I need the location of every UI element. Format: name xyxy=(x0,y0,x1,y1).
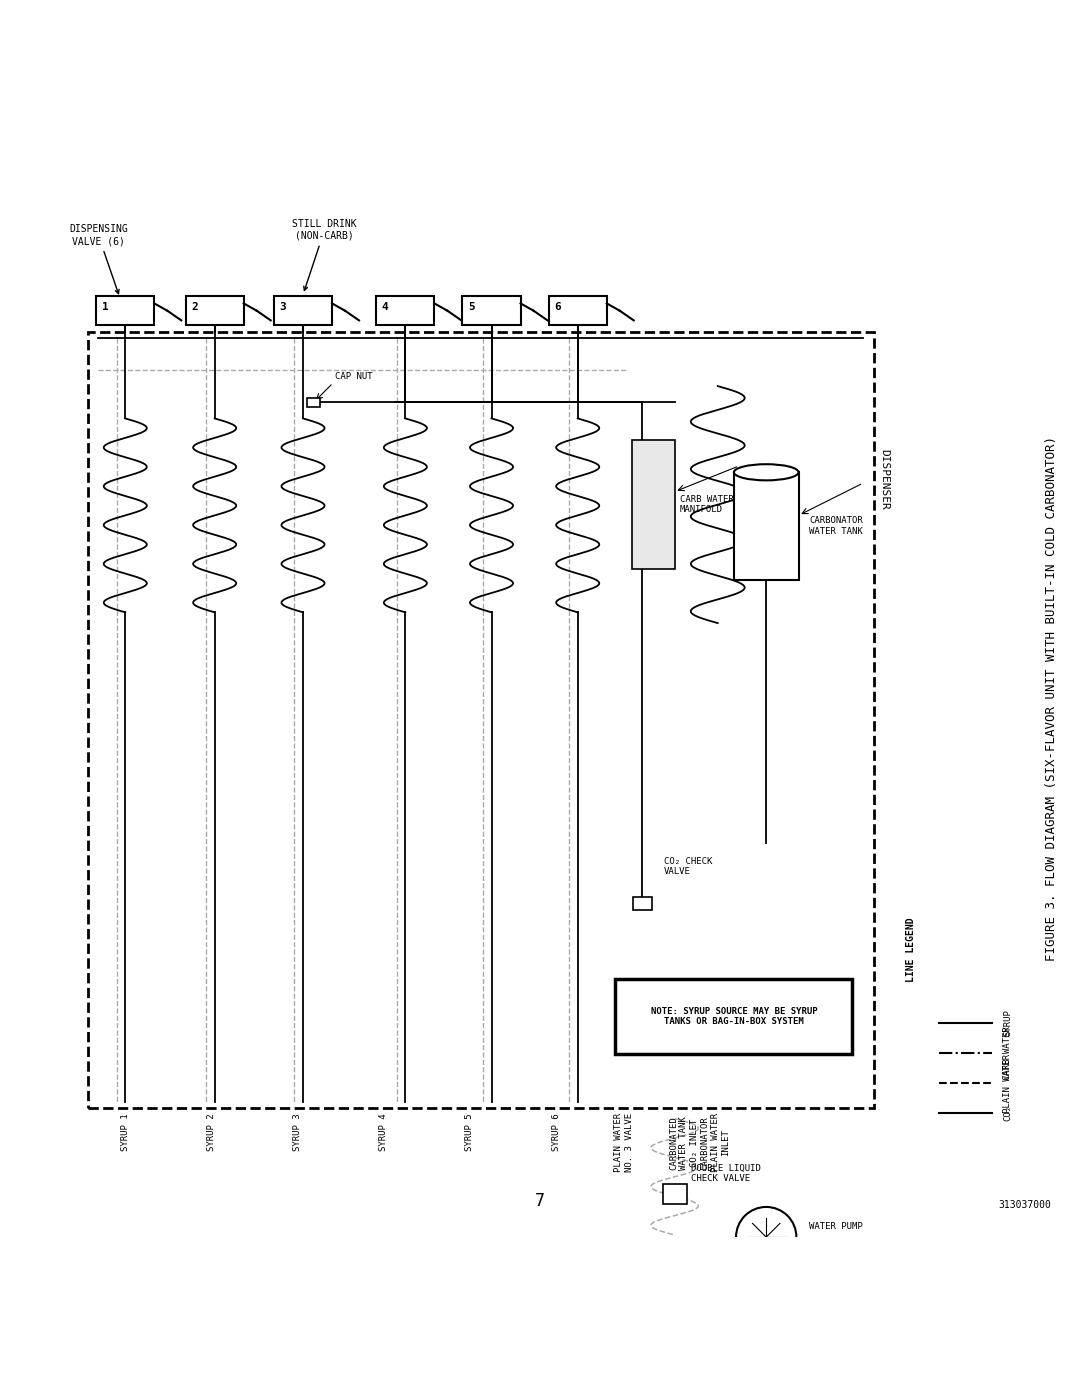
Text: SYRUP 5: SYRUP 5 xyxy=(465,1113,474,1151)
Text: CO₂: CO₂ xyxy=(1003,1105,1012,1122)
Text: SYRUP 2: SYRUP 2 xyxy=(207,1113,216,1151)
Text: CARBONATOR
WATER TANK: CARBONATOR WATER TANK xyxy=(809,517,863,536)
Text: 313037000: 313037000 xyxy=(998,1200,1051,1210)
Text: 7: 7 xyxy=(535,1192,545,1210)
Bar xyxy=(663,1185,687,1204)
Bar xyxy=(549,296,607,326)
Text: 3: 3 xyxy=(280,302,286,312)
Text: CARB WATER: CARB WATER xyxy=(1003,1025,1012,1080)
Text: 2: 2 xyxy=(191,302,198,312)
Bar xyxy=(616,978,852,1053)
Bar xyxy=(308,398,321,407)
Text: LINE LEGEND: LINE LEGEND xyxy=(906,918,916,982)
Bar xyxy=(87,332,874,1108)
Text: DISPENSER: DISPENSER xyxy=(879,448,889,510)
Text: CARBONATED
WATER TANK
CO₂ INLET
CARBONATOR
PLAIN WATER
INLET: CARBONATED WATER TANK CO₂ INLET CARBONAT… xyxy=(669,1113,730,1172)
Text: NOTE: SYRUP SOURCE MAY BE SYRUP
TANKS OR BAG-IN-BOX SYSTEM: NOTE: SYRUP SOURCE MAY BE SYRUP TANKS OR… xyxy=(650,1007,818,1025)
Text: CO₂ CHECK
VALVE: CO₂ CHECK VALVE xyxy=(664,856,712,876)
Text: SYRUP 4: SYRUP 4 xyxy=(379,1113,389,1151)
Text: CAP NUT: CAP NUT xyxy=(335,372,373,381)
Text: SYRUP 1: SYRUP 1 xyxy=(121,1113,130,1151)
Text: PLAIN WATER: PLAIN WATER xyxy=(1003,1053,1012,1112)
Text: SYRUP 6: SYRUP 6 xyxy=(552,1113,561,1151)
Text: 4: 4 xyxy=(381,302,389,312)
Text: DISPENSING
VALVE (6): DISPENSING VALVE (6) xyxy=(69,225,127,293)
Text: 1: 1 xyxy=(102,302,108,312)
Text: SYRUP 3: SYRUP 3 xyxy=(293,1113,302,1151)
Bar xyxy=(274,296,332,326)
Text: CARB WATER
MANIFOLD: CARB WATER MANIFOLD xyxy=(680,495,733,514)
Bar xyxy=(734,472,798,580)
Bar xyxy=(376,296,434,326)
Bar xyxy=(633,897,652,909)
Text: 6: 6 xyxy=(554,302,561,312)
Text: SYRUP: SYRUP xyxy=(1003,1009,1012,1037)
Bar xyxy=(632,440,675,569)
Text: FIGURE 3. FLOW DIAGRAM (SIX-FLAVOR UNIT WITH BUILT-IN COLD CARBONATOR): FIGURE 3. FLOW DIAGRAM (SIX-FLAVOR UNIT … xyxy=(1045,436,1058,961)
Circle shape xyxy=(737,1207,796,1267)
Bar xyxy=(462,296,521,326)
Text: 5: 5 xyxy=(468,302,474,312)
Bar xyxy=(96,296,154,326)
Text: PLAIN WATER
NO. 3 VALVE: PLAIN WATER NO. 3 VALVE xyxy=(615,1113,634,1172)
Bar xyxy=(186,296,244,326)
Ellipse shape xyxy=(734,464,798,481)
Text: WATER PUMP: WATER PUMP xyxy=(809,1222,863,1231)
Text: DOUBLE LIQUID
CHECK VALVE: DOUBLE LIQUID CHECK VALVE xyxy=(691,1164,760,1183)
Text: STILL DRINK
(NON-CARB): STILL DRINK (NON-CARB) xyxy=(293,219,356,291)
